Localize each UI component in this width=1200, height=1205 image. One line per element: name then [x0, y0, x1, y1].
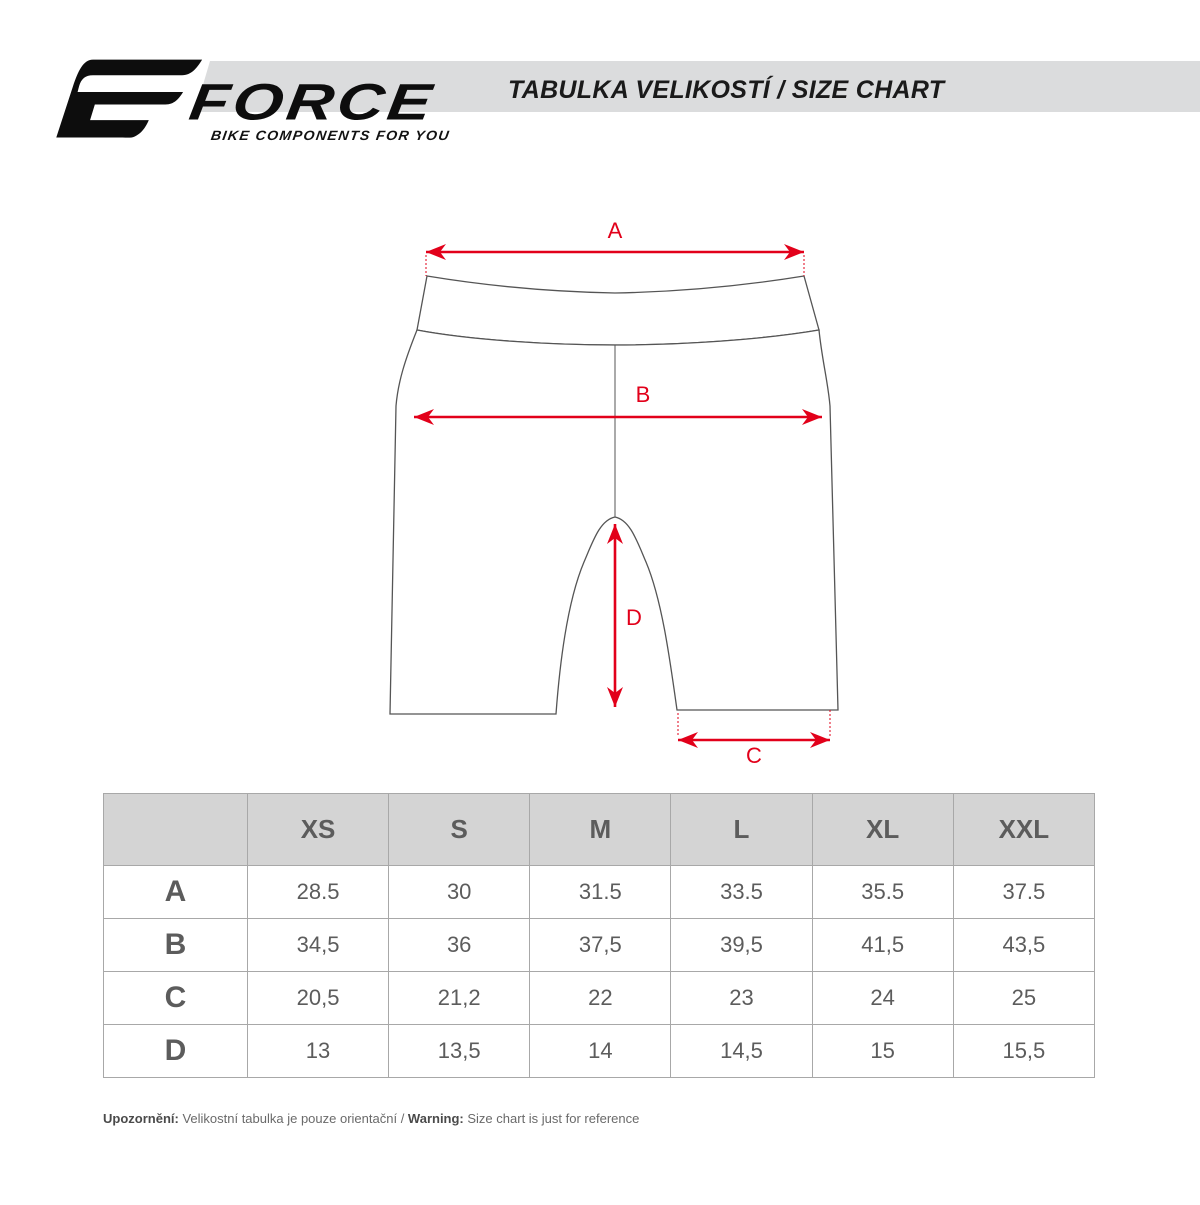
svg-text:B: B: [636, 382, 651, 407]
svg-text:C: C: [746, 743, 762, 768]
svg-text:D: D: [626, 605, 642, 630]
svg-text:A: A: [608, 218, 623, 243]
